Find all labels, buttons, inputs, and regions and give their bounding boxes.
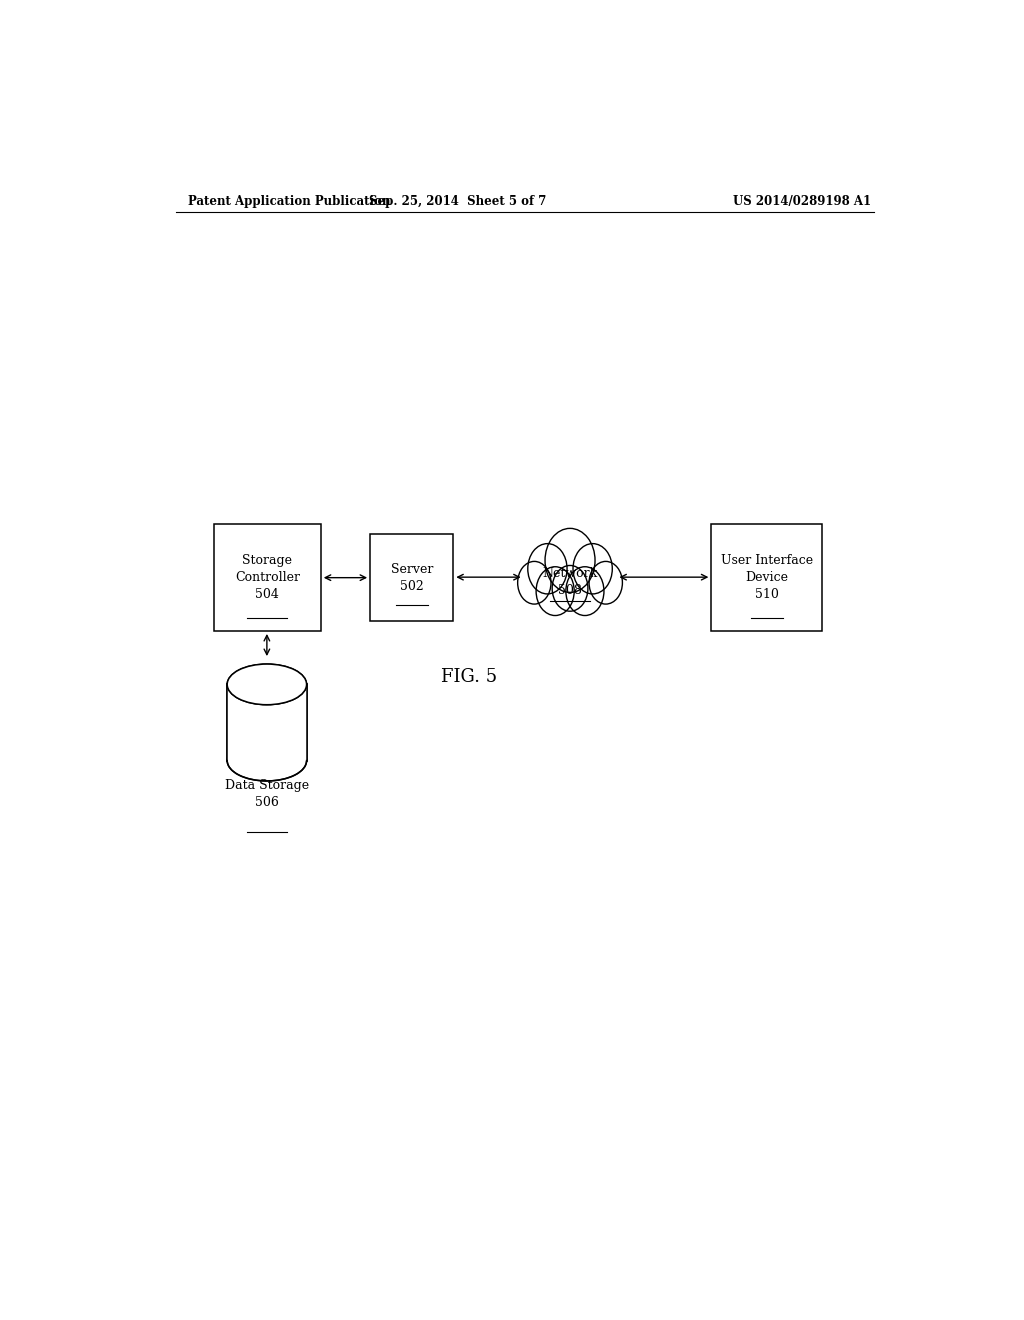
Text: Sep. 25, 2014  Sheet 5 of 7: Sep. 25, 2014 Sheet 5 of 7 (369, 194, 546, 207)
Bar (712, 524, 822, 631)
Circle shape (589, 561, 623, 605)
Text: User Interface
Device
510: User Interface Device 510 (721, 554, 813, 601)
Bar (370, 535, 454, 620)
Text: Storage
Controller
504: Storage Controller 504 (234, 554, 300, 601)
Circle shape (537, 566, 574, 615)
Text: Patent Application Publication: Patent Application Publication (187, 194, 390, 207)
Ellipse shape (227, 741, 306, 781)
Text: 500: 500 (238, 539, 261, 552)
Text: US 2014/0289198 A1: US 2014/0289198 A1 (733, 194, 871, 207)
Text: FIG. 5: FIG. 5 (441, 668, 498, 686)
Circle shape (527, 544, 567, 594)
Circle shape (573, 544, 612, 594)
Bar (227, 684, 306, 760)
Bar (214, 524, 321, 631)
Ellipse shape (227, 664, 306, 705)
Text: Network
508: Network 508 (543, 568, 598, 597)
Text: Data Storage
506: Data Storage 506 (225, 779, 309, 809)
Circle shape (545, 528, 595, 593)
Text: Server
502: Server 502 (390, 562, 433, 593)
Circle shape (518, 561, 551, 605)
Ellipse shape (227, 664, 306, 705)
Circle shape (552, 565, 588, 611)
Circle shape (566, 566, 604, 615)
